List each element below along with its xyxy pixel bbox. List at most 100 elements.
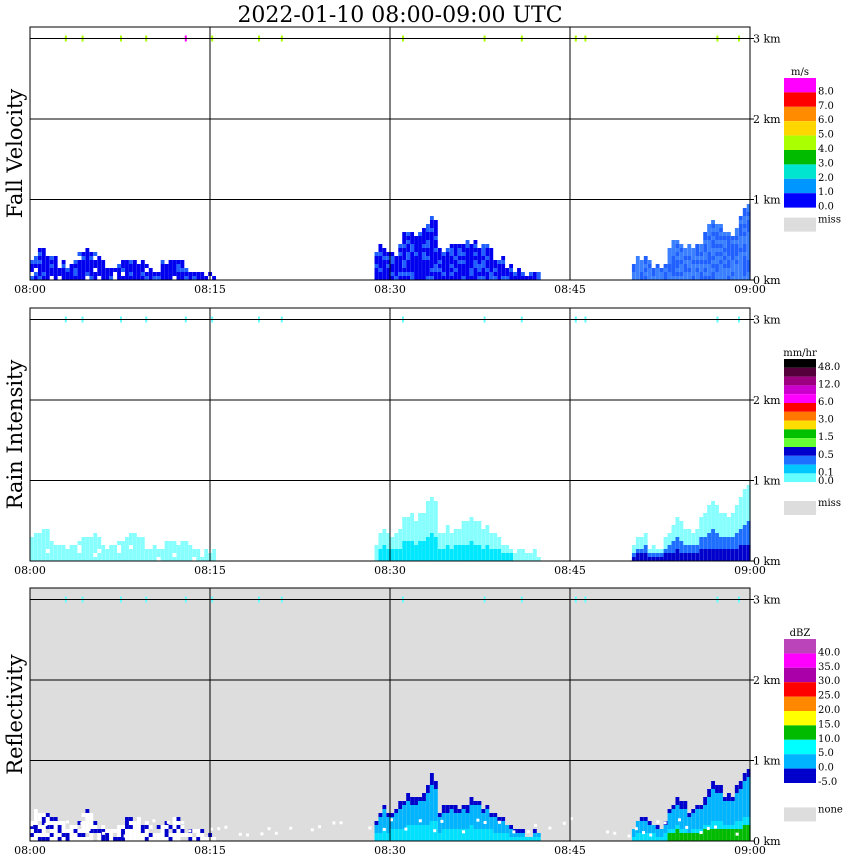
x-tick-label: 08:30	[374, 283, 406, 296]
echo-cell	[398, 533, 403, 537]
echo-cell	[746, 485, 751, 489]
echo-cell	[180, 833, 185, 837]
echo-cell	[402, 248, 407, 252]
echo-cell	[30, 549, 34, 553]
echo-cell	[166, 820, 170, 824]
echo-cell	[663, 264, 668, 268]
echo-cell	[667, 260, 672, 264]
echo-cell	[168, 260, 173, 264]
echo-cell	[715, 821, 719, 825]
echo-cell	[172, 829, 177, 833]
echo-cell	[667, 276, 672, 280]
echo-cell	[742, 276, 747, 280]
echo-cell	[461, 825, 466, 829]
echo-cell	[699, 276, 704, 280]
echo-cell	[675, 801, 680, 805]
echo-cell	[49, 256, 54, 260]
echo-cell	[429, 513, 434, 517]
echo-cell	[742, 773, 747, 777]
echo-cell	[422, 248, 426, 252]
echo-cell	[41, 821, 46, 825]
echo-cell	[160, 829, 165, 833]
echo-cell	[536, 833, 541, 837]
echo-cell	[382, 276, 387, 280]
echo-cell	[635, 553, 640, 557]
echo-cell	[631, 264, 636, 268]
echo-cell	[746, 529, 751, 533]
echo-cell	[418, 813, 422, 817]
echo-cell	[715, 837, 719, 841]
echo-cell	[41, 529, 46, 533]
echo-cell	[374, 272, 379, 276]
echo-cell	[734, 785, 739, 789]
echo-cell	[429, 232, 434, 236]
echo-cell	[647, 268, 652, 272]
echo-cell	[656, 820, 660, 824]
echo-cell	[481, 837, 486, 841]
echo-cell	[267, 827, 271, 831]
echo-cell	[719, 793, 723, 797]
echo-cell	[663, 557, 668, 561]
echo-cell	[734, 505, 739, 509]
echo-cell	[719, 785, 723, 789]
echo-cell	[129, 825, 133, 829]
echo-cell	[140, 272, 145, 276]
echo-cell	[449, 825, 454, 829]
echo-cell	[738, 260, 743, 264]
echo-cell	[734, 521, 739, 525]
echo-cell	[532, 837, 537, 841]
echo-cell	[406, 276, 411, 280]
echo-cell	[73, 272, 78, 276]
echo-cell	[429, 553, 434, 557]
echo-cell	[726, 801, 731, 805]
echo-cell	[441, 557, 446, 561]
echo-cell	[152, 553, 157, 557]
echo-cell	[57, 829, 62, 833]
echo-cell	[188, 553, 193, 557]
echo-cell	[422, 805, 426, 809]
echo-cell	[196, 833, 201, 837]
echo-cell	[433, 505, 438, 509]
echo-cell	[485, 825, 490, 829]
echo-cell	[719, 224, 723, 228]
echo-cell	[188, 276, 193, 280]
echo-cell	[433, 817, 438, 821]
echo-cell	[678, 818, 681, 822]
echo-cell	[422, 793, 426, 797]
echo-cell	[140, 825, 145, 829]
echo-cell	[639, 537, 644, 541]
echo-cell	[481, 809, 486, 813]
echo-cell	[414, 809, 418, 813]
echo-cell	[433, 809, 438, 813]
echo-cell	[433, 224, 438, 228]
echo-cell	[422, 541, 426, 545]
echo-cell	[742, 541, 747, 545]
echo-cell	[734, 549, 739, 553]
echo-cell	[57, 837, 62, 841]
echo-cell	[93, 264, 98, 268]
echo-cell	[738, 276, 743, 280]
echo-cell	[703, 541, 708, 545]
echo-cell	[418, 821, 422, 825]
echo-cell	[132, 268, 137, 272]
echo-cell	[481, 256, 486, 260]
echo-cell	[497, 545, 502, 549]
scale-swatch	[784, 464, 816, 474]
echo-cell	[406, 264, 411, 268]
echo-cell	[172, 825, 177, 829]
echo-cell	[655, 833, 660, 837]
echo-cell	[485, 809, 490, 813]
echo-cell	[635, 272, 640, 276]
echo-cell	[532, 557, 537, 561]
echo-cell	[726, 549, 731, 553]
echo-cell	[746, 557, 751, 561]
echo-cell	[453, 276, 458, 280]
echo-cell	[746, 817, 751, 821]
echo-cell	[497, 276, 502, 280]
echo-cell	[715, 541, 719, 545]
echo-cell	[497, 260, 502, 264]
echo-cell	[386, 837, 391, 841]
echo-cell	[422, 244, 426, 248]
echo-cell	[402, 276, 407, 280]
echo-cell	[505, 837, 510, 841]
